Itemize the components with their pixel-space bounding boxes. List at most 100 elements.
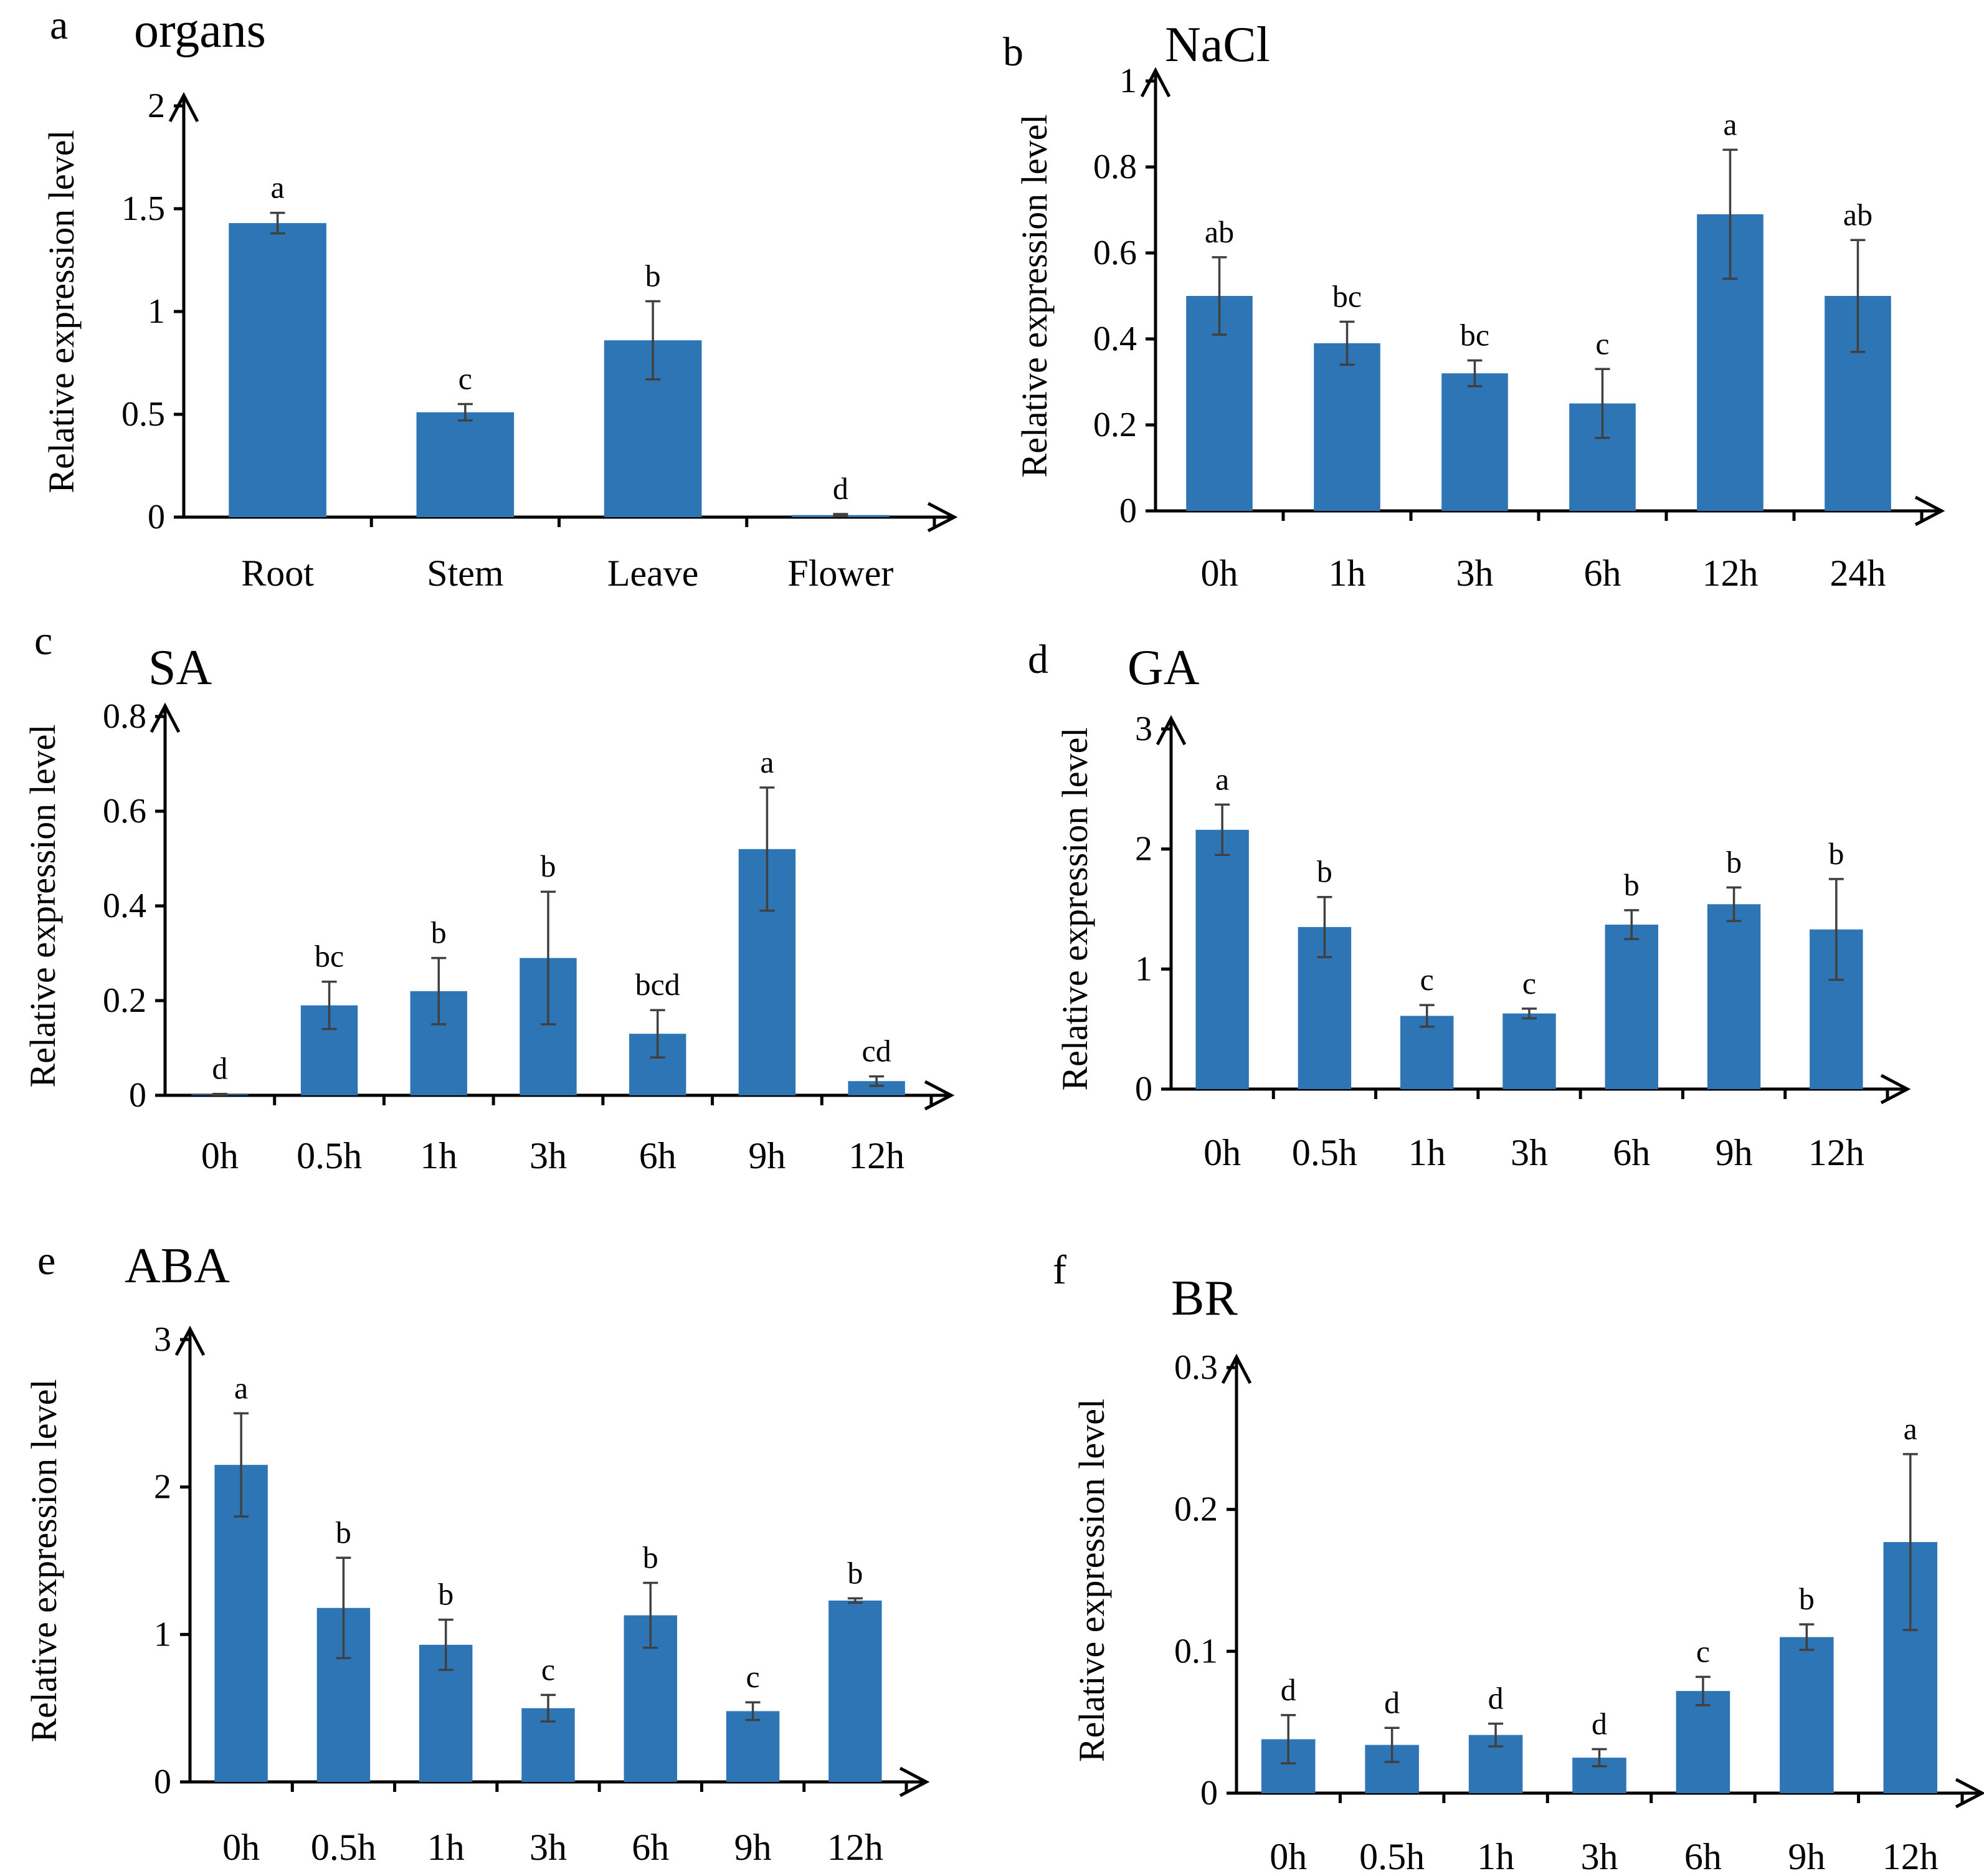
y-axis-label-b: Relative expression level xyxy=(1014,114,1055,477)
y-tick-label-a: 0.5 xyxy=(121,395,165,434)
significance-label-d-3: c xyxy=(1522,966,1536,1001)
y-tick-label-c: 0.2 xyxy=(103,981,146,1020)
bar-e-6 xyxy=(828,1600,882,1782)
significance-label-d-4: b xyxy=(1624,867,1640,902)
x-tick-label-a-3: Flower xyxy=(787,553,893,594)
significance-label-e-4: b xyxy=(643,1540,658,1575)
bar-b-2 xyxy=(1441,373,1508,511)
y-tick-label-f: 0.1 xyxy=(1174,1632,1218,1670)
x-tick-label-d-5: 9h xyxy=(1716,1132,1753,1173)
y-axis-arrow-f xyxy=(1221,1353,1252,1384)
panel-letter-f: f xyxy=(1053,1247,1066,1293)
significance-label-f-6: a xyxy=(1904,1411,1917,1446)
panel-title-f: BR xyxy=(1171,1271,1238,1326)
significance-label-e-6: b xyxy=(847,1555,863,1590)
significance-label-f-3: d xyxy=(1592,1706,1607,1741)
significance-label-d-2: c xyxy=(1420,962,1434,997)
x-axis-arrow-f xyxy=(1955,1778,1984,1809)
significance-label-a-2: b xyxy=(645,259,661,293)
x-axis-arrow-e xyxy=(899,1766,930,1797)
x-tick-label-f-6: 12h xyxy=(1882,1836,1939,1876)
significance-label-e-0: a xyxy=(234,1370,248,1405)
y-tick-label-b: 0.8 xyxy=(1093,148,1137,186)
y-axis-arrow-d xyxy=(1156,715,1187,746)
x-tick-label-e-3: 3h xyxy=(529,1827,567,1868)
significance-label-c-6: cd xyxy=(862,1034,891,1069)
y-tick-label-d: 0 xyxy=(1135,1070,1152,1108)
bar-f-5 xyxy=(1780,1637,1834,1793)
significance-label-f-4: c xyxy=(1696,1634,1710,1669)
panel-e: e ABA Relative expression level 0 1 2 3 a 0h b 0.5… xyxy=(24,1238,930,1868)
bar-a-0 xyxy=(229,223,326,517)
y-tick-label-c: 0 xyxy=(129,1076,146,1115)
x-tick-label-b-0: 0h xyxy=(1201,553,1238,594)
bar-d-3 xyxy=(1502,1013,1556,1089)
y-tick-label-e: 0 xyxy=(154,1763,171,1801)
y-tick-label-b: 1 xyxy=(1119,62,1137,100)
y-tick-label-f: 0.3 xyxy=(1174,1348,1218,1387)
y-tick-label-f: 0 xyxy=(1200,1774,1218,1812)
bar-d-4 xyxy=(1605,925,1658,1089)
significance-label-f-1: d xyxy=(1384,1685,1400,1720)
bar-e-0 xyxy=(214,1465,268,1782)
bar-b-1 xyxy=(1314,343,1380,511)
y-tick-label-d: 3 xyxy=(1135,710,1152,748)
x-tick-label-d-3: 3h xyxy=(1511,1132,1548,1173)
x-axis-arrow-a xyxy=(927,502,958,533)
bar-d-2 xyxy=(1400,1016,1454,1089)
panel-letter-c: c xyxy=(34,618,52,664)
y-tick-label-a: 1.5 xyxy=(121,189,165,228)
significance-label-e-3: c xyxy=(541,1652,555,1687)
x-tick-label-c-6: 12h xyxy=(848,1135,904,1176)
x-tick-label-b-1: 1h xyxy=(1329,553,1366,594)
x-tick-label-f-1: 0.5h xyxy=(1359,1836,1425,1876)
panel-letter-a: a xyxy=(50,2,68,48)
x-tick-label-f-0: 0h xyxy=(1270,1836,1307,1876)
bar-d-0 xyxy=(1195,829,1249,1089)
y-axis-arrow-a xyxy=(168,92,199,123)
panel-letter-d: d xyxy=(1028,637,1048,682)
x-tick-label-e-4: 6h xyxy=(632,1827,669,1868)
y-tick-label-b: 0.4 xyxy=(1093,320,1137,358)
x-tick-label-e-0: 0h xyxy=(222,1827,260,1868)
significance-label-f-5: b xyxy=(1799,1581,1815,1616)
significance-label-b-5: ab xyxy=(1843,197,1872,232)
bar-a-1 xyxy=(416,412,515,517)
bar-c-6 xyxy=(848,1081,905,1095)
y-axis-label-c: Relative expression level xyxy=(22,724,63,1087)
significance-label-a-1: c xyxy=(458,361,472,396)
y-axis-arrow-c xyxy=(150,702,181,733)
x-tick-label-d-6: 12h xyxy=(1808,1132,1864,1173)
y-axis-arrow-b xyxy=(1140,67,1171,98)
significance-label-f-0: d xyxy=(1281,1672,1296,1707)
significance-label-e-1: b xyxy=(336,1515,351,1550)
x-tick-label-b-3: 6h xyxy=(1584,553,1621,594)
x-tick-label-c-0: 0h xyxy=(201,1135,239,1176)
significance-label-a-0: a xyxy=(271,170,285,205)
significance-label-c-0: d xyxy=(212,1051,227,1086)
x-tick-label-c-2: 1h xyxy=(420,1135,457,1176)
panel-b: b NaCl Relative expression level 0 0.2 0.4 0.6… xyxy=(1003,17,1945,594)
x-axis-arrow-c xyxy=(924,1080,955,1111)
x-tick-label-f-4: 6h xyxy=(1684,1836,1722,1876)
x-tick-label-d-4: 6h xyxy=(1613,1132,1650,1173)
y-tick-label-c: 0.4 xyxy=(103,887,146,925)
y-tick-label-b: 0.2 xyxy=(1093,406,1137,444)
y-tick-label-e: 3 xyxy=(154,1320,171,1359)
panel-title-b: NaCl xyxy=(1165,17,1270,72)
significance-label-e-5: c xyxy=(746,1659,759,1694)
significance-label-a-3: d xyxy=(833,471,848,506)
x-tick-label-d-0: 0h xyxy=(1203,1132,1241,1173)
significance-label-c-4: bcd xyxy=(635,967,680,1002)
panel-title-e: ABA xyxy=(125,1239,230,1293)
significance-label-d-5: b xyxy=(1726,844,1742,879)
y-tick-label-c: 0.8 xyxy=(103,697,146,736)
x-axis-arrow-d xyxy=(1880,1074,1911,1105)
significance-label-c-1: bc xyxy=(315,939,344,974)
x-tick-label-b-5: 24h xyxy=(1830,553,1886,594)
x-axis-arrow-b xyxy=(1914,495,1945,526)
x-tick-label-e-1: 0.5h xyxy=(311,1827,376,1868)
y-tick-label-b: 0.6 xyxy=(1093,234,1137,272)
y-tick-label-e: 1 xyxy=(154,1615,171,1654)
